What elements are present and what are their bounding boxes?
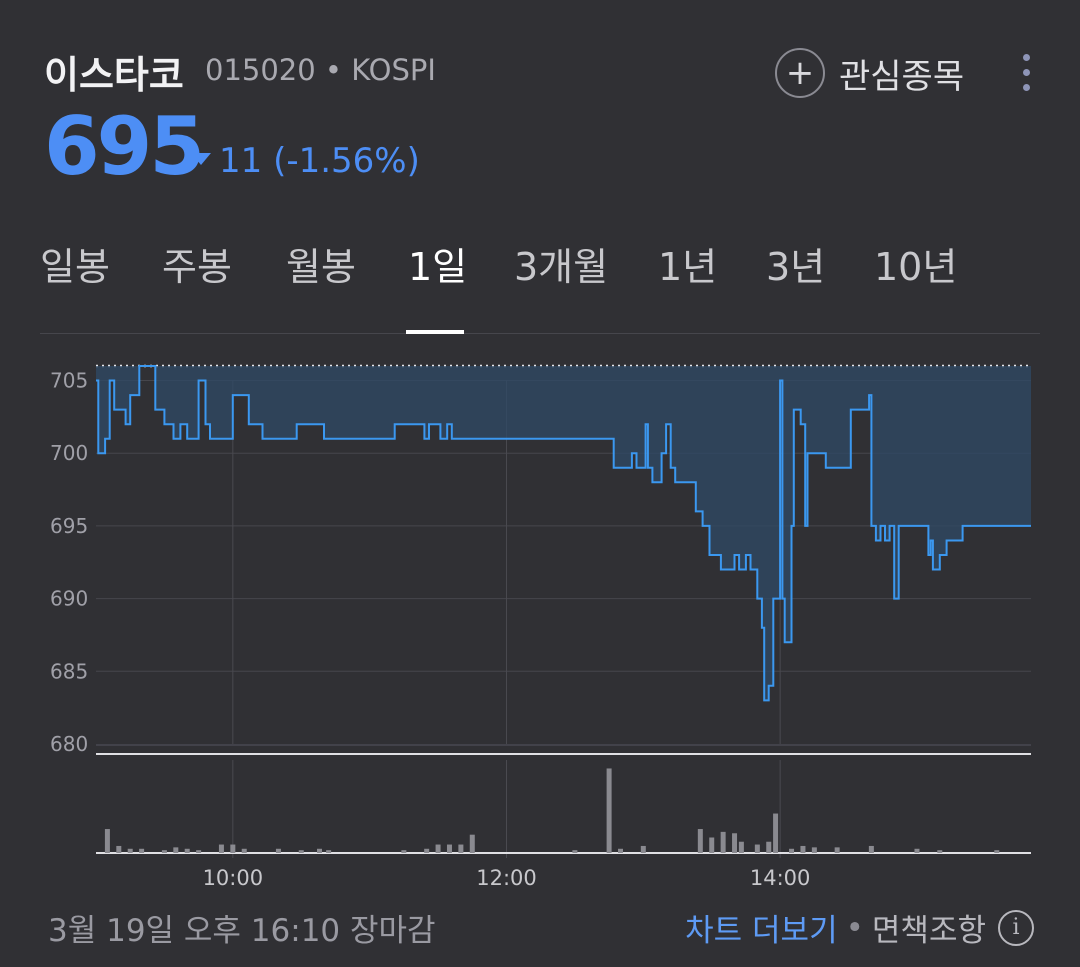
tab-monthly[interactable]: 월봉 xyxy=(286,245,356,289)
volume-bar xyxy=(766,841,772,853)
tab-daily[interactable]: 일봉 xyxy=(40,245,110,289)
volume-bar xyxy=(811,847,817,853)
volume-bar xyxy=(697,829,703,853)
tab-1day[interactable]: 1일 xyxy=(408,245,468,289)
volume-bar xyxy=(572,850,578,853)
tab-weekly[interactable]: 주봉 xyxy=(162,245,232,289)
volume-bar xyxy=(298,850,304,853)
volume-bar xyxy=(789,848,795,853)
x-tick-label: 12:00 xyxy=(476,866,537,890)
current-price: 695 xyxy=(44,100,205,193)
tab-3years[interactable]: 3년 xyxy=(766,245,826,289)
volume-bar xyxy=(738,841,744,853)
info-icon[interactable]: i xyxy=(998,909,1034,946)
volume-bar xyxy=(196,850,202,853)
y-tick-label: 700 xyxy=(50,441,88,465)
price-line xyxy=(96,365,1031,702)
volume-bar xyxy=(754,844,760,853)
add-watchlist-button[interactable]: + 관심종목 xyxy=(775,46,964,100)
price-area-fill xyxy=(96,366,1031,701)
separator-dot: • xyxy=(845,909,864,946)
volume-bar xyxy=(161,850,167,853)
volume-bar xyxy=(435,844,441,853)
stock-code-market: 015020 • KOSPI xyxy=(205,53,436,87)
period-tabs: 일봉 주봉 월봉 1일 3개월 1년 3년 10년 xyxy=(40,236,1040,336)
more-vertical-icon[interactable] xyxy=(1014,54,1038,94)
volume-bar xyxy=(773,813,779,853)
volume-bar xyxy=(184,848,190,853)
volume-bar xyxy=(914,848,920,853)
x-tick-label: 14:00 xyxy=(750,866,811,890)
footer-links: 차트 더보기 • 면책조항 i xyxy=(685,905,1034,950)
volume-bar xyxy=(469,834,475,853)
volume-bar xyxy=(316,848,322,853)
volume-bar xyxy=(732,833,738,853)
tab-10years[interactable]: 10년 xyxy=(874,245,958,289)
disclaimer-link[interactable]: 면책조항 xyxy=(871,913,986,949)
more-chart-link[interactable]: 차트 더보기 xyxy=(685,913,838,949)
volume-bar xyxy=(618,848,624,853)
tab-divider xyxy=(40,333,1040,334)
volume-bar xyxy=(446,844,452,853)
volume-bar xyxy=(937,850,943,853)
volume-bar xyxy=(720,831,726,853)
x-tick-label: 10:00 xyxy=(203,866,264,890)
volume-bar xyxy=(709,837,715,853)
volume-bar xyxy=(994,850,1000,853)
tab-1year[interactable]: 1년 xyxy=(658,245,718,289)
stock-name: 이스타코 xyxy=(44,53,184,97)
volume-bar xyxy=(127,848,133,853)
down-arrow-icon xyxy=(191,153,211,165)
intraday-price-chart[interactable]: 705 700 695 690 685 680 10:00 12:00 14:00 xyxy=(0,355,1080,895)
tab-3months[interactable]: 3개월 xyxy=(514,245,609,289)
volume-bar xyxy=(640,845,646,853)
volume-bar xyxy=(230,844,236,853)
volume-bar xyxy=(241,848,247,853)
watchlist-label: 관심종목 xyxy=(839,56,965,97)
volume-bar xyxy=(401,850,407,853)
y-tick-label: 695 xyxy=(50,514,88,538)
volume-bar xyxy=(458,844,464,853)
volume-bar xyxy=(139,848,145,853)
price-change: 11 (-1.56%) xyxy=(219,141,420,181)
y-tick-label: 705 xyxy=(50,369,88,393)
y-tick-label: 690 xyxy=(50,587,88,611)
y-tick-label: 680 xyxy=(50,732,88,756)
volume-bar xyxy=(104,829,110,853)
active-tab-indicator xyxy=(406,330,464,334)
plus-icon: + xyxy=(775,48,825,98)
y-tick-label: 685 xyxy=(50,659,88,683)
market-close-timestamp: 3월 19일 오후 16:10 장마감 xyxy=(48,913,436,949)
volume-bar xyxy=(606,768,612,853)
volume-bar xyxy=(218,844,224,853)
volume-bar xyxy=(800,845,806,853)
volume-bar xyxy=(424,848,430,853)
volume-bar xyxy=(116,845,122,853)
volume-bar xyxy=(275,848,281,853)
volume-bar xyxy=(868,845,874,853)
volume-bar xyxy=(834,847,840,853)
volume-bar xyxy=(173,847,179,853)
volume-bar xyxy=(326,850,332,853)
